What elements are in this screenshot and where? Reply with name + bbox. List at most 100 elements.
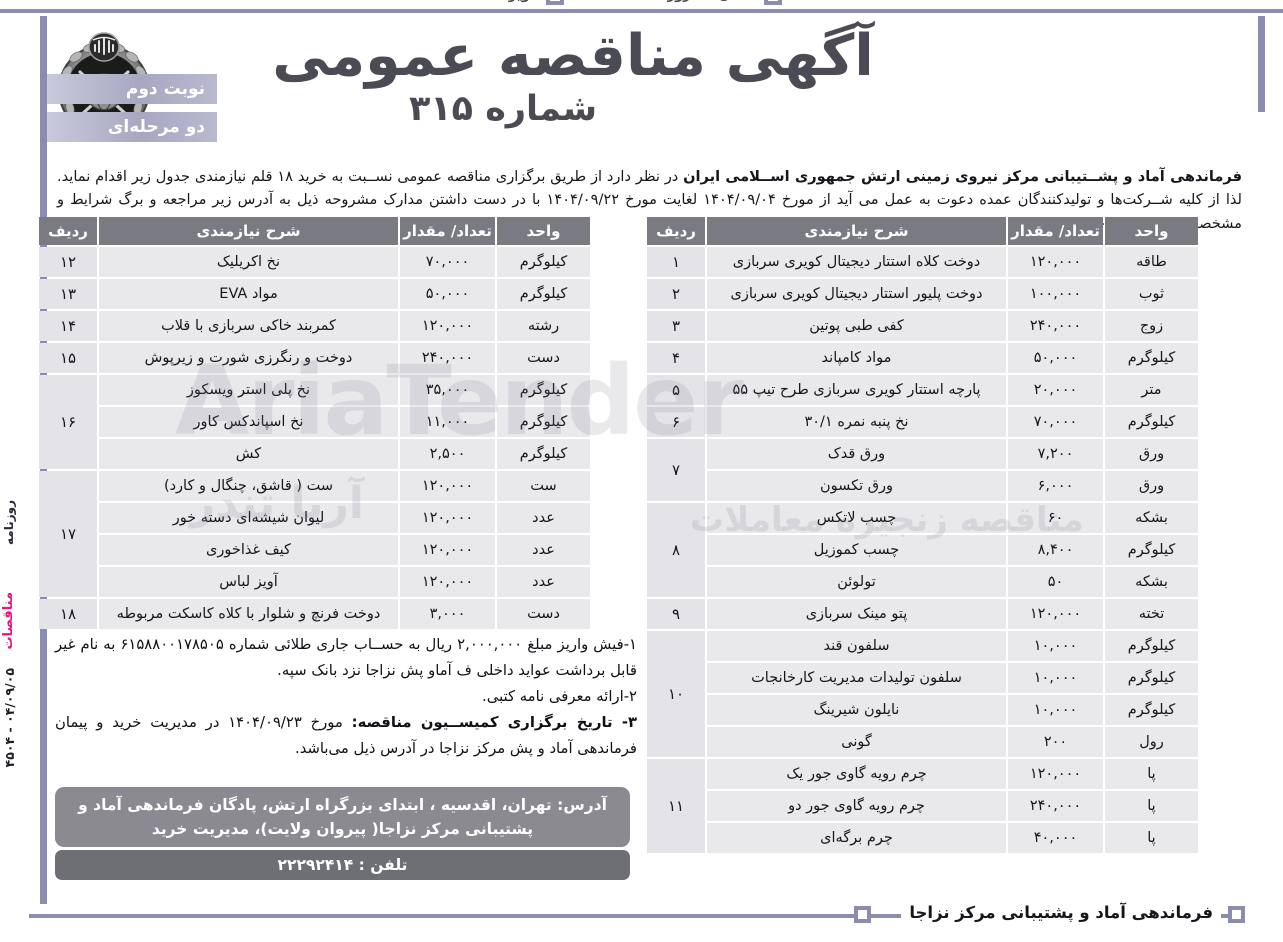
table-row: کیلوگرم ۸,۴۰۰ چسب کموزیل xyxy=(647,535,1198,565)
cell-unit: دست xyxy=(497,343,590,373)
intro-paragraph: فرماندهی آماد و پشــتیبانی مرکز نیروی زم… xyxy=(47,165,1252,236)
cell-unit: تخته xyxy=(1105,599,1198,629)
table-row: عدد ۱۲۰,۰۰۰ کیف غذاخوری xyxy=(39,535,590,565)
cell-unit: کیلوگرم xyxy=(497,279,590,309)
cell-quantity: ۲,۵۰۰ xyxy=(400,439,495,469)
cell-row-index: ۱۴ xyxy=(39,311,97,341)
cell-quantity: ۲۴۰,۰۰۰ xyxy=(1008,791,1103,821)
title-block: آگهی مناقصه عمومی شماره ۳۱۵ xyxy=(188,23,958,129)
footer-organization-name: فرماندهی آماد و پشتیبانی مرکز نزاجا xyxy=(901,903,1221,922)
cell-unit: پا xyxy=(1105,759,1198,789)
cell-quantity: ۳۵,۰۰۰ xyxy=(400,375,495,405)
cell-description: چرم برگه‌ای xyxy=(707,823,1006,853)
cell-quantity: ۴۰,۰۰۰ xyxy=(1008,823,1103,853)
cell-row-index: ۱۵ xyxy=(39,343,97,373)
table-row: رشته ۱۲۰,۰۰۰ کمربند خاکی سربازی با قلاب ۱۴ xyxy=(39,311,590,341)
side-publication-name: روزنامه xyxy=(2,500,16,545)
phone-box: تلفن : ۲۲۲۹۲۴۱۴ xyxy=(55,850,630,880)
cell-description: نایلون شیرینگ xyxy=(707,695,1006,725)
page-title: آگهی مناقصه عمومی xyxy=(272,23,874,89)
cell-unit: کیلوگرم xyxy=(497,407,590,437)
cell-quantity: ۷,۲۰۰ xyxy=(1008,439,1103,469)
cell-description: دوخت فرنچ و شلوار با کلاه کاسکت مربوطه xyxy=(99,599,398,629)
cell-description: لیوان شیشه‌ای دسته خور xyxy=(99,503,398,533)
cell-description: پارچه استتار کویری سربازی طرح تیپ ۵۵ xyxy=(707,375,1006,405)
footer-box-right-icon xyxy=(1228,906,1245,923)
cell-quantity: ۷۰,۰۰۰ xyxy=(400,247,495,277)
cell-quantity: ۲۴۰,۰۰۰ xyxy=(400,343,495,373)
cell-row-index: ۳ xyxy=(647,311,705,341)
cell-description: سلفون تولیدات مدیریت کارخانجات xyxy=(707,663,1006,693)
table-row: عدد ۱۲۰,۰۰۰ آویز لباس xyxy=(39,567,590,597)
cell-row-index: ۸ xyxy=(647,503,705,597)
condition-item-1: ۱-فیش واریز مبلغ ۲,۰۰۰,۰۰۰ ریال به حســا… xyxy=(55,636,637,679)
table-row: متر ۲۰,۰۰۰ پارچه استتار کویری سربازی طرح ت… xyxy=(647,375,1198,405)
cell-unit: عدد xyxy=(497,535,590,565)
cell-unit: پا xyxy=(1105,823,1198,853)
cell-row-index: ۱۱ xyxy=(647,759,705,853)
cell-row-index: ۶ xyxy=(647,407,705,437)
table-row: کیلوگرم ۳۵,۰۰۰ نخ پلی استر ویسکوز ۱۶ xyxy=(39,375,590,469)
cell-quantity: ۱۰,۰۰۰ xyxy=(1008,631,1103,661)
cell-quantity: ۲۰۰ xyxy=(1008,727,1103,757)
requirements-table-left: واحد تعداد/ مقدار شرح نیازمندی ردیف کیلو… xyxy=(39,215,592,631)
header-badges: نوبت دوم دو مرحله‌ای xyxy=(47,74,217,150)
table-row: ورق ۶,۰۰۰ ورق تکسون xyxy=(647,471,1198,501)
table-row: ثوب ۱۰۰,۰۰۰ دوخت پلیور استتار دیجیتال کویر… xyxy=(647,279,1198,309)
cell-quantity: ۵۰,۰۰۰ xyxy=(1008,343,1103,373)
cell-quantity: ۵۰,۰۰۰ xyxy=(400,279,495,309)
cell-unit: کیلوگرم xyxy=(497,247,590,277)
cell-row-index: ۹ xyxy=(647,599,705,629)
column-header-description: شرح نیازمندی xyxy=(707,217,1006,245)
column-header-quantity: تعداد/ مقدار xyxy=(400,217,495,245)
column-header-row: ردیف xyxy=(647,217,705,245)
cell-description: کفی طبی پوتین xyxy=(707,311,1006,341)
cell-quantity: ۳,۰۰۰ xyxy=(400,599,495,629)
footer-rule xyxy=(29,914,1239,918)
cell-row-index: ۱۰ xyxy=(647,631,705,757)
cell-description: پتو مینک سربازی xyxy=(707,599,1006,629)
cell-row-index: ۴ xyxy=(647,343,705,373)
cell-unit: پا xyxy=(1105,791,1198,821)
cell-unit: بشکه xyxy=(1105,567,1198,597)
cell-row-index: ۱۳ xyxy=(39,279,97,309)
strip-text-center: روزنامه مناقصات xyxy=(580,0,691,3)
table-row: دست ۲۴۰,۰۰۰ دوخت و رنگرزی شورت و زیرپوش ۱۵ xyxy=(39,343,590,373)
cell-quantity: ۸,۴۰۰ xyxy=(1008,535,1103,565)
table-row: کیلوگرم ۲,۵۰۰ کش xyxy=(39,439,590,469)
cell-quantity: ۱۲۰,۰۰۰ xyxy=(400,311,495,341)
cell-description: سلفون قند xyxy=(707,631,1006,661)
table-row: ست ۱۲۰,۰۰۰ ست ( قاشق، چنگال و کارد) ۱۷ xyxy=(39,471,590,597)
cell-description: مواد کامپاند xyxy=(707,343,1006,373)
status-badge-round: نوبت دوم xyxy=(47,74,217,104)
cell-row-index: ۱۷ xyxy=(39,471,97,597)
cell-quantity: ۱۲۰,۰۰۰ xyxy=(1008,599,1103,629)
right-vertical-rail xyxy=(1258,16,1265,112)
cell-quantity: ۱۲۰,۰۰۰ xyxy=(400,503,495,533)
top-horizontal-rule xyxy=(0,9,1283,13)
cell-unit: کیلوگرم xyxy=(1105,663,1198,693)
condition-item-2: ۲-ارائه معرفی نامه کتبی. xyxy=(482,687,637,705)
cell-unit: ورق xyxy=(1105,471,1198,501)
cell-row-index: ۷ xyxy=(647,439,705,501)
table-row: ورق ۷,۲۰۰ ورق قدک ۷ xyxy=(647,439,1198,501)
cell-description: گونی xyxy=(707,727,1006,757)
cell-unit: دست xyxy=(497,599,590,629)
tender-number-label: شماره ۳۱۵ xyxy=(408,88,598,129)
top-cropped-strip: سال ۹ روزنامه مناقصات ویژه xyxy=(0,0,1283,12)
condition-item-3: ۳- تاریخ برگزاری کمیســیون مناقصه: مورخ … xyxy=(55,710,637,762)
cell-unit: بشکه xyxy=(1105,503,1198,533)
cell-row-index: ۱۲ xyxy=(39,247,97,277)
status-badge-stages: دو مرحله‌ای xyxy=(47,112,217,142)
cell-row-index: ۱۸ xyxy=(39,599,97,629)
cell-unit: ثوب xyxy=(1105,279,1198,309)
cell-unit: متر xyxy=(1105,375,1198,405)
cell-unit: عدد xyxy=(497,567,590,597)
cell-quantity: ۱۱,۰۰۰ xyxy=(400,407,495,437)
cell-description: نخ اکریلیک xyxy=(99,247,398,277)
cell-quantity: ۱۲۰,۰۰۰ xyxy=(400,535,495,565)
cell-unit: کیلوگرم xyxy=(1105,535,1198,565)
table-row: کیلوگرم ۱۱,۰۰۰ نخ اسپاندکس کاور xyxy=(39,407,590,437)
conditions-block: ۱-فیش واریز مبلغ ۲,۰۰۰,۰۰۰ ریال به حســا… xyxy=(47,632,637,761)
table-row: تخته ۱۲۰,۰۰۰ پتو مینک سربازی ۹ xyxy=(647,599,1198,629)
